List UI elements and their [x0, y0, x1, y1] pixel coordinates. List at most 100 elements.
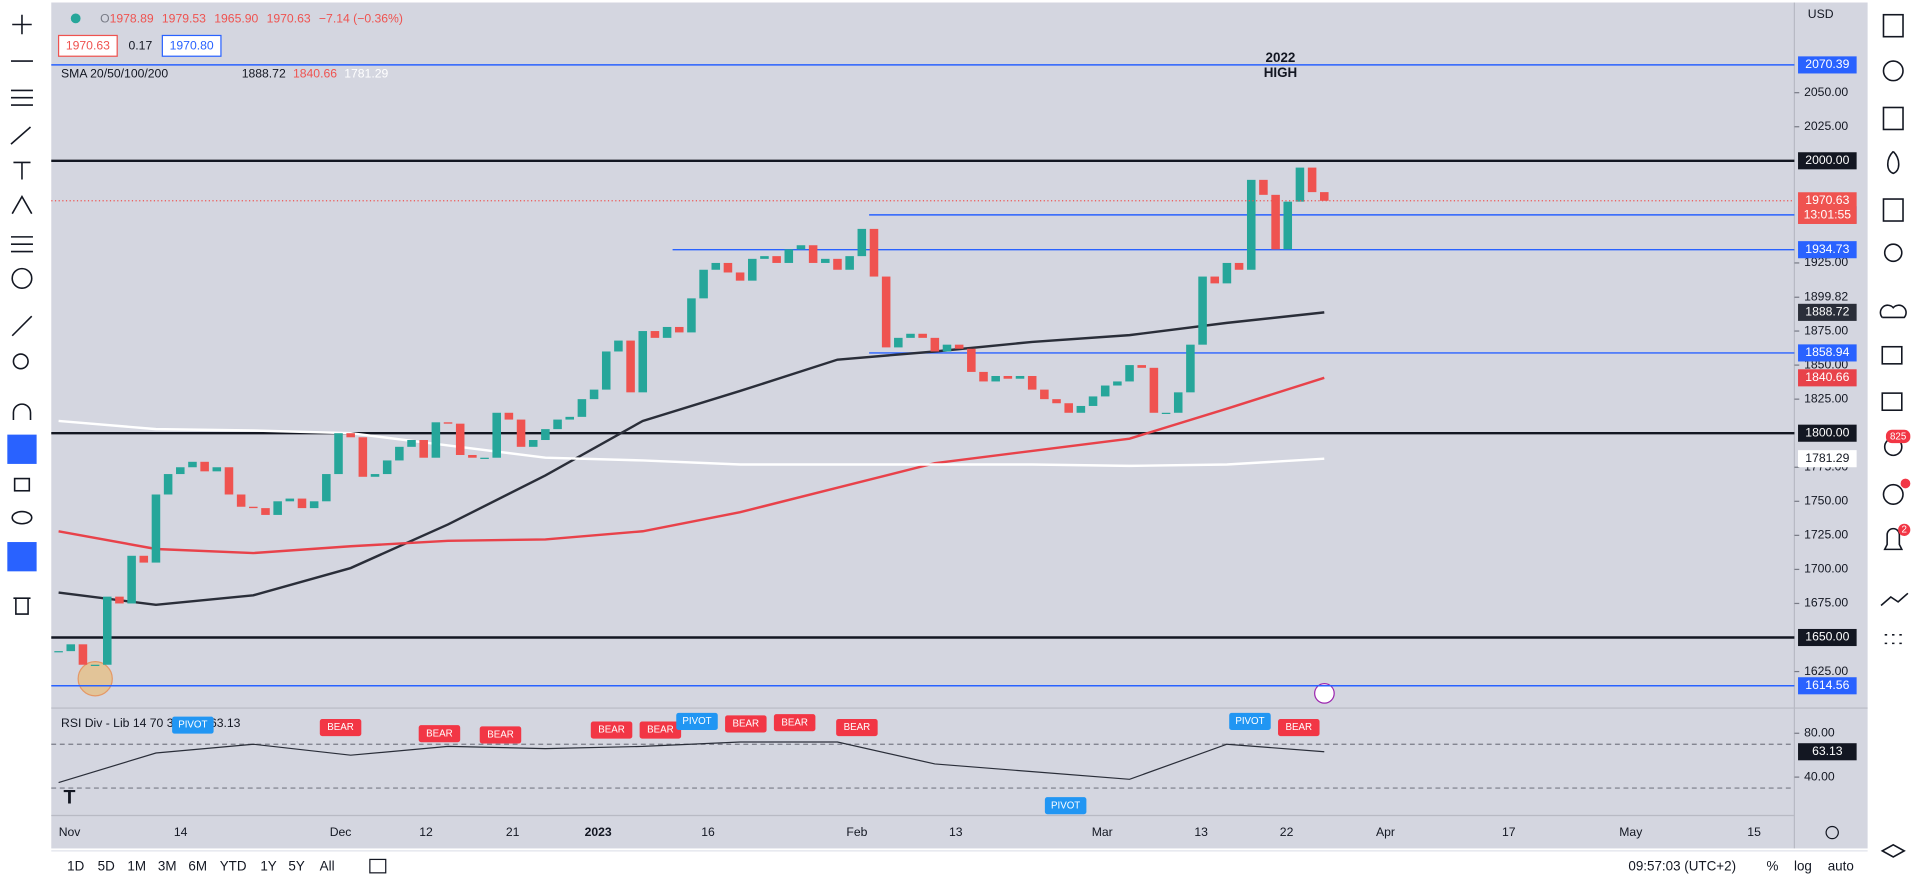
- candle: [857, 228, 867, 257]
- chats-icon[interactable]: [1881, 345, 1903, 365]
- candle: [1234, 262, 1244, 270]
- layers-icon[interactable]: [1880, 843, 1906, 858]
- candle: [1113, 381, 1122, 386]
- ruler-tool[interactable]: [11, 315, 33, 337]
- text-tool[interactable]: [13, 161, 31, 180]
- streams-icon[interactable]: [1879, 304, 1907, 319]
- hotlist-icon[interactable]: [1886, 150, 1900, 175]
- range-button[interactable]: YTD: [220, 858, 247, 873]
- candle: [1307, 167, 1317, 193]
- magnet-tool[interactable]: [12, 403, 32, 420]
- data-window-icon[interactable]: [1882, 106, 1904, 131]
- brush-tool[interactable]: [10, 126, 32, 145]
- signal-label: BEAR: [647, 725, 674, 736]
- range-button[interactable]: 5Y: [288, 858, 304, 873]
- range-button[interactable]: 6M: [188, 858, 207, 873]
- clock: 09:57:03 (UTC+2): [1628, 858, 1736, 873]
- alerts-icon[interactable]: [1882, 60, 1904, 82]
- candle: [687, 298, 696, 333]
- watchlist-icon[interactable]: [1882, 13, 1904, 38]
- candle: [1027, 375, 1037, 390]
- candle: [748, 258, 757, 281]
- range-button[interactable]: 3M: [158, 858, 177, 873]
- signal-label: BEAR: [733, 718, 760, 729]
- fib-tool[interactable]: [10, 89, 33, 106]
- sma-value: 1781.29: [344, 67, 388, 81]
- ohlc-legend: O1978.89 1979.53 1965.90 1970.63 −7.14 (…: [100, 12, 403, 26]
- candle: [102, 596, 112, 665]
- signal-label: BEAR: [598, 725, 625, 736]
- compare-icon[interactable]: [369, 858, 387, 874]
- x-tick-label: Dec: [330, 825, 352, 839]
- draw-mode[interactable]: [7, 434, 37, 464]
- candle: [431, 422, 441, 458]
- hide-tool[interactable]: [11, 510, 33, 525]
- annotation: HIGH: [1264, 65, 1298, 80]
- emoji-tool[interactable]: [11, 267, 33, 289]
- ask-box[interactable]: [161, 34, 222, 57]
- y-tick-label: 1875.00: [1804, 323, 1848, 337]
- rsi-label: 63.13: [1812, 744, 1843, 758]
- zoom-tool[interactable]: [12, 353, 29, 370]
- signal-label-box: [773, 714, 816, 732]
- candle: [1259, 179, 1268, 195]
- scale-button[interactable]: auto: [1828, 858, 1854, 873]
- candle: [200, 461, 209, 472]
- candle: [1052, 399, 1061, 404]
- candle: [869, 228, 879, 277]
- broadcast-icon[interactable]: [1882, 483, 1904, 505]
- candle: [1161, 412, 1171, 414]
- candle: [735, 272, 745, 281]
- candle: [395, 446, 404, 461]
- bid: 1970.63: [66, 39, 110, 53]
- candle: [565, 416, 575, 420]
- calendar-icon[interactable]: [1882, 198, 1904, 222]
- range-button[interactable]: 5D: [98, 858, 115, 873]
- apps-icon[interactable]: [1884, 634, 1902, 645]
- candle: [1246, 179, 1256, 270]
- countdown: 13:01:55: [1804, 208, 1852, 222]
- signal-label: PIVOT: [1051, 800, 1080, 811]
- sync-tool[interactable]: [7, 542, 37, 572]
- x-tick-label: 13: [949, 825, 963, 839]
- lock-tool[interactable]: [13, 477, 31, 492]
- sma-legend: SMA 20/50/100/200: [61, 67, 168, 81]
- ideas-icon[interactable]: [1883, 243, 1903, 263]
- highlight-circle: [77, 661, 113, 697]
- crosshair-tool[interactable]: [12, 14, 32, 35]
- scale-button[interactable]: %: [1766, 858, 1778, 873]
- candle: [504, 412, 514, 420]
- candle: [1125, 365, 1134, 382]
- bottom-bar: 1D 5D 1M 3M 6M YTD 1Y 5Y All% log auto: [67, 858, 1854, 874]
- y-tick-label: 1725.00: [1804, 528, 1848, 542]
- candle: [1198, 276, 1207, 345]
- candle: [285, 498, 295, 502]
- candle: [979, 371, 988, 382]
- candle: [833, 258, 842, 270]
- candle: [699, 269, 708, 299]
- candle: [1173, 392, 1183, 413]
- price-label-box: [1798, 192, 1857, 224]
- signal-label: PIVOT: [682, 716, 711, 727]
- settings-icon[interactable]: [1825, 825, 1839, 840]
- candle: [954, 344, 964, 349]
- pattern-tool[interactable]: [11, 194, 33, 215]
- forecast-tool[interactable]: [10, 236, 33, 253]
- trading-icon[interactable]: [1880, 592, 1909, 607]
- range-button[interactable]: 1D: [67, 858, 84, 873]
- range-button[interactable]: All: [320, 858, 335, 873]
- bell-icon[interactable]: [1883, 527, 1904, 551]
- candle: [151, 494, 161, 563]
- signal-label-box: [479, 726, 522, 744]
- currency[interactable]: USD: [1808, 7, 1834, 21]
- candle: [1283, 201, 1293, 250]
- scale-button[interactable]: log: [1794, 858, 1812, 873]
- event-marker[interactable]: [1314, 683, 1335, 704]
- messages-icon[interactable]: [1881, 392, 1903, 412]
- candle: [419, 440, 428, 458]
- range-button[interactable]: 1Y: [260, 858, 276, 873]
- bid-box[interactable]: [57, 34, 118, 57]
- range-button[interactable]: 1M: [127, 858, 146, 873]
- delete-tool[interactable]: [13, 597, 31, 615]
- signal-label: BEAR: [844, 722, 871, 733]
